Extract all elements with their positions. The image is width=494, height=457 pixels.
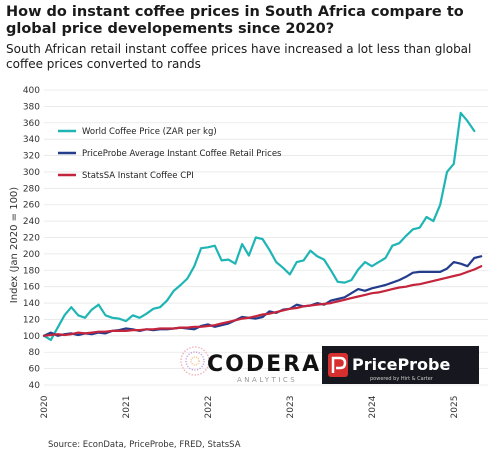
y-tick-label: 320 — [23, 152, 40, 162]
chart-subtitle: South African retail instant coffee pric… — [6, 42, 472, 71]
y-tick-label: 380 — [23, 102, 40, 112]
y-tick-labels: 40 60 80 100 120 140 160 180 200 220 240 260 280 300 3… — [23, 86, 40, 391]
priceprobe-logo: PriceProbe powered by Hirt & Carter — [322, 346, 479, 384]
x-tick-label: 2025 — [450, 396, 460, 419]
y-tick-label: 100 — [23, 332, 40, 342]
x-tick-labels: 2020 2021 2022 2023 2024 2025 — [40, 395, 460, 418]
legend-label: World Coffee Price (ZAR per kg) — [82, 127, 217, 137]
y-tick-label: 160 — [23, 283, 40, 293]
y-tick-label: 280 — [23, 184, 40, 194]
x-tick-label: 2024 — [368, 395, 378, 418]
y-tick-label: 260 — [23, 201, 40, 211]
y-tick-label: 300 — [23, 168, 40, 178]
x-tick-label: 2022 — [204, 396, 214, 419]
codera-mark-middle — [185, 351, 205, 371]
y-tick-label: 180 — [23, 266, 40, 276]
gridlines — [44, 89, 488, 386]
priceprobe-wordmark: PriceProbe — [352, 355, 451, 374]
y-tick-label: 40 — [29, 381, 41, 391]
codera-tagline: ANALYTICS — [237, 376, 297, 384]
y-tick-label: 120 — [23, 315, 40, 325]
legend: World Coffee Price (ZAR per kg) PriceProb… — [58, 127, 282, 181]
y-axis-label: Index (Jan 2020 = 100) — [9, 187, 20, 303]
y-tick-label: 140 — [23, 299, 40, 309]
x-tick-label: 2020 — [40, 395, 50, 418]
y-tick-label: 400 — [23, 86, 40, 96]
series-line-1 — [42, 111, 476, 341]
legend-label: PriceProbe Average Instant Coffee Retail… — [82, 149, 282, 159]
series-line-3 — [42, 265, 483, 337]
priceprobe-mark-glyph — [331, 356, 347, 373]
codera-wordmark: CODERA — [207, 352, 321, 377]
y-tick-label: 200 — [23, 250, 40, 260]
y-tick-label: 60 — [29, 365, 41, 375]
chart-title: How do instant coffee prices in South Af… — [6, 4, 464, 37]
priceprobe-background — [322, 346, 479, 384]
y-tick-label: 80 — [29, 348, 41, 358]
y-tick-label: 240 — [23, 217, 40, 227]
y-tick-label: 220 — [23, 234, 40, 244]
x-tick-label: 2021 — [122, 396, 132, 419]
source-note: Source: EconData, PriceProbe, FRED, Stat… — [48, 440, 241, 450]
legend-label: StatsSA Instant Coffee CPI — [82, 171, 194, 181]
codera-mark-inner — [190, 356, 200, 366]
series-line-2 — [42, 255, 483, 337]
codera-mark-outer — [180, 346, 210, 376]
y-tick-label: 360 — [23, 119, 40, 129]
x-tick-label: 2023 — [286, 396, 296, 419]
priceprobe-tagline: powered by Hirt & Carter — [370, 376, 434, 382]
y-tick-label: 340 — [23, 135, 40, 145]
series-lines — [42, 111, 483, 341]
codera-logo: CODERA ANALYTICS — [180, 346, 321, 384]
